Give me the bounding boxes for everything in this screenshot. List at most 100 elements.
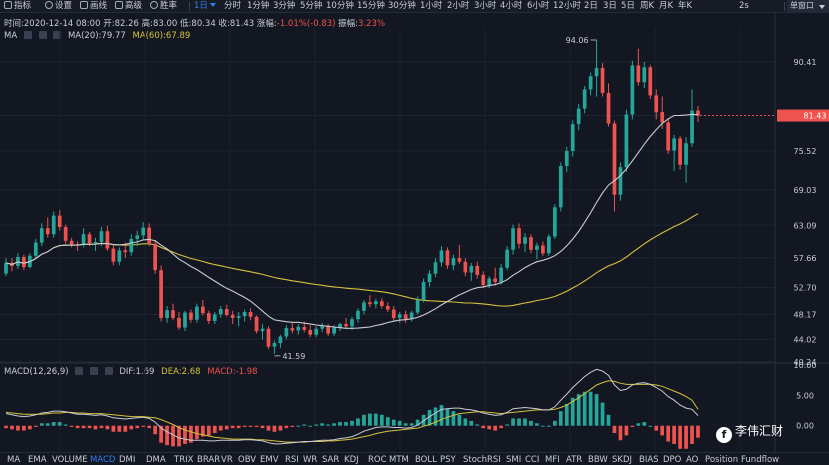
candle-body: [105, 231, 110, 249]
indicator-tab[interactable]: MTM: [389, 455, 409, 465]
indicator-tab[interactable]: MACD: [90, 455, 116, 465]
macd-histogram-bar: [481, 425, 486, 429]
candle-body: [206, 313, 211, 321]
indicator-tab[interactable]: SKDJ: [612, 455, 633, 465]
period-tab[interactable]: 10分钟: [326, 1, 354, 11]
gear-icon[interactable]: [89, 367, 98, 375]
candle-body: [469, 265, 474, 273]
draw-button[interactable]: 画线: [80, 0, 107, 13]
watermark-text: 李伟汇财: [735, 424, 784, 438]
period-tab[interactable]: 6小时: [527, 1, 550, 11]
period-tab[interactable]: 3小时: [474, 1, 497, 11]
candle-body: [397, 314, 402, 318]
toolbar-divider: [784, 2, 785, 11]
period-tab[interactable]: 5日: [621, 1, 635, 11]
macd-legend: MACD(12,26,9) DIF:1.69 DEA:2.68 MACD:-1.…: [4, 367, 258, 377]
macd-histogram-bar: [493, 425, 498, 431]
indicator-tab[interactable]: TRIX: [174, 455, 194, 465]
macd-histogram-bar: [588, 391, 593, 426]
period-tab[interactable]: 3分钟: [273, 1, 296, 11]
indicator-tab[interactable]: Position: [705, 455, 739, 465]
indicator-tab[interactable]: CCI: [525, 455, 540, 465]
period-tab[interactable]: 2小时: [447, 1, 470, 11]
advanced-icon: [115, 1, 123, 9]
period-tab[interactable]: 年K: [678, 1, 693, 11]
advanced-button[interactable]: 高级: [115, 0, 142, 13]
indicator-tab[interactable]: StochRSI: [463, 455, 501, 465]
macd-histogram-bar: [547, 425, 551, 427]
macd-histogram-bar: [433, 407, 438, 426]
macd-histogram-bar: [111, 425, 116, 432]
macd-histogram-bar: [457, 414, 462, 426]
indicator-tab[interactable]: DMI: [119, 455, 136, 465]
indicator-tab[interactable]: Fundflow: [741, 455, 780, 465]
indicator-tab[interactable]: BOLL: [415, 455, 437, 465]
period-tab[interactable]: 12小时: [553, 1, 581, 11]
period-tab[interactable]: 周K: [640, 1, 655, 11]
macd-histogram-bar: [630, 425, 635, 427]
period-tab[interactable]: 30分钟: [388, 1, 416, 11]
close-icon[interactable]: [104, 367, 113, 375]
indicator-tab[interactable]: DMA: [146, 455, 166, 465]
indicator-tab[interactable]: AO: [686, 455, 699, 465]
indicator-tab[interactable]: KDJ: [344, 455, 359, 465]
macd-histogram-bar: [427, 409, 432, 426]
indicator-tab[interactable]: SAR: [322, 455, 340, 465]
period-tab[interactable]: 2日: [584, 1, 598, 11]
candle-body: [212, 314, 217, 321]
macd-histogram-bar: [135, 425, 140, 429]
indicator-tab[interactable]: OBV: [238, 455, 257, 465]
candle-body: [636, 65, 641, 83]
candle-body: [385, 306, 390, 310]
close-icon[interactable]: [53, 31, 62, 39]
period-tab[interactable]: 1分钟: [247, 1, 270, 11]
watermark: f 李伟汇财: [716, 422, 784, 443]
settings-button[interactable]: 设置: [45, 0, 72, 13]
period-tab[interactable]: 15分钟: [357, 1, 385, 11]
refresh-interval[interactable]: 2s: [739, 1, 749, 11]
indicator-tab[interactable]: VR: [221, 455, 233, 465]
indicator-tab[interactable]: SMI: [506, 455, 522, 465]
chevron-down-icon: [819, 5, 825, 9]
period-tab[interactable]: 3日: [603, 1, 617, 11]
indicator-tab[interactable]: RSI: [285, 455, 299, 465]
indicator-tab[interactable]: WR: [303, 455, 318, 465]
macd-histogram-bar: [302, 424, 307, 426]
eye-icon[interactable]: [23, 31, 32, 39]
candle-body: [582, 89, 587, 109]
gear-icon[interactable]: [38, 31, 47, 39]
period-tab[interactable]: 1小时: [420, 1, 443, 11]
period-tab[interactable]: 1日: [194, 0, 216, 13]
indicator-tab[interactable]: ROC: [368, 455, 387, 465]
indicator-tab[interactable]: BRAR: [197, 455, 221, 465]
period-tab[interactable]: 5分钟: [300, 1, 323, 11]
macd-histogram-bar: [254, 425, 259, 427]
macd-histogram-bar: [403, 423, 408, 426]
macd-histogram-bar: [320, 423, 325, 426]
indicators-button[interactable]: 指标: [4, 0, 31, 13]
period-tab[interactable]: 4小时: [500, 1, 523, 11]
period-tab[interactable]: 分时: [224, 1, 242, 11]
indicator-tab[interactable]: VOLUME: [52, 455, 88, 465]
period-tab[interactable]: 月K: [659, 1, 674, 11]
macd-histogram-bar: [230, 425, 235, 429]
ma60-value: MA(60):67.89: [132, 31, 191, 41]
indicator-tab[interactable]: MA: [7, 455, 21, 465]
candle-body: [195, 306, 199, 320]
indicator-tab[interactable]: PSY: [440, 455, 456, 465]
indicator-tab[interactable]: BIAS: [639, 455, 659, 465]
indicator-tab[interactable]: BBW: [588, 455, 608, 465]
window-mode-select[interactable]: 单窗口: [787, 0, 829, 13]
indicator-tab[interactable]: DPO: [663, 455, 682, 465]
indicator-tab[interactable]: EMV: [260, 455, 279, 465]
indicator-tab[interactable]: MFI: [545, 455, 560, 465]
macd-histogram-bar: [332, 423, 336, 426]
indicator-tab[interactable]: ATR: [566, 455, 583, 465]
winrate-button[interactable]: 胜率: [150, 0, 177, 13]
period-low-label: 41.59: [282, 352, 305, 361]
eye-icon[interactable]: [75, 367, 84, 375]
candle-body: [350, 319, 354, 327]
macd-histogram-bar: [505, 424, 509, 426]
indicator-tab[interactable]: EMA: [28, 455, 47, 465]
